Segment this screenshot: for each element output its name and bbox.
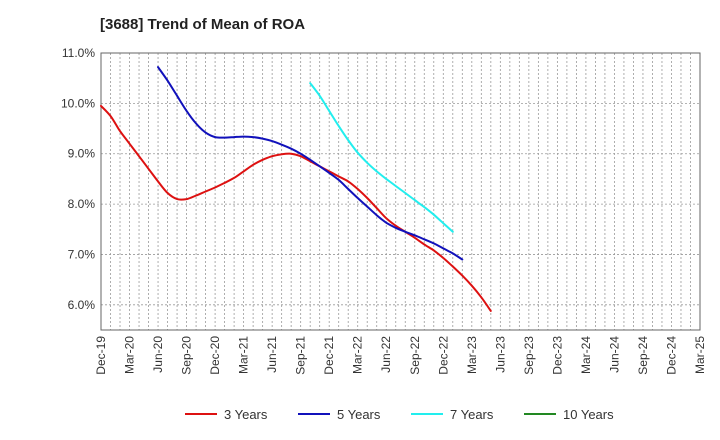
chart-title: [3688] Trend of Mean of ROA — [100, 16, 306, 33]
y-tick-label: 6.0% — [68, 298, 96, 312]
x-tick-label: Jun-21 — [265, 336, 279, 373]
series-line-7-years — [309, 82, 454, 233]
x-tick-label: Jun-23 — [493, 336, 507, 373]
plot-area — [100, 52, 701, 331]
axes: 6.0% 7.0% 8.0% 9.0% 10.0% 11.0% Dec-19 Mar-20 Ju… — [61, 46, 707, 375]
x-tick-label: Jun-24 — [607, 336, 621, 373]
grid — [101, 52, 700, 330]
x-tick-label: Jun-20 — [151, 336, 165, 373]
x-tick-label: Dec-22 — [436, 336, 450, 375]
y-tick-label: 8.0% — [68, 197, 96, 211]
series-group — [100, 66, 492, 312]
x-tick-label: Mar-20 — [123, 336, 137, 374]
x-tick-label: Sep-23 — [522, 336, 536, 375]
x-tick-label: Sep-21 — [294, 336, 308, 375]
legend-label-5-years: 5 Years — [337, 407, 381, 422]
legend-label-3-years: 3 Years — [224, 407, 268, 422]
x-tick-label: Dec-20 — [208, 336, 222, 375]
x-tick-label: Sep-22 — [408, 336, 422, 375]
x-tick-label: Mar-23 — [465, 336, 479, 374]
x-tick-label: Mar-24 — [579, 336, 593, 374]
x-tick-label: Jun-22 — [379, 336, 393, 373]
x-tick-label: Sep-20 — [180, 336, 194, 375]
x-tick-label: Dec-23 — [550, 336, 564, 375]
legend-label-7-years: 7 Years — [450, 407, 494, 422]
y-tick-label: 9.0% — [68, 147, 96, 161]
x-tick-label: Dec-24 — [664, 336, 678, 375]
legend-label-10-years: 10 Years — [563, 407, 614, 422]
series-line-3-years — [100, 104, 492, 312]
y-tick-label: 7.0% — [68, 247, 96, 261]
y-tick-label: 10.0% — [61, 96, 95, 110]
x-tick-label: Sep-24 — [636, 336, 650, 375]
x-tick-label: Mar-22 — [351, 336, 365, 374]
x-tick-label: Dec-21 — [322, 336, 336, 375]
x-tick-label: Dec-19 — [94, 336, 108, 375]
series-line-5-years — [157, 66, 464, 261]
legend: 3 Years 5 Years 7 Years 10 Years — [185, 407, 614, 422]
y-tick-label: 11.0% — [62, 46, 95, 60]
x-tick-label: Mar-25 — [693, 336, 707, 374]
x-tick-label: Mar-21 — [237, 336, 251, 374]
